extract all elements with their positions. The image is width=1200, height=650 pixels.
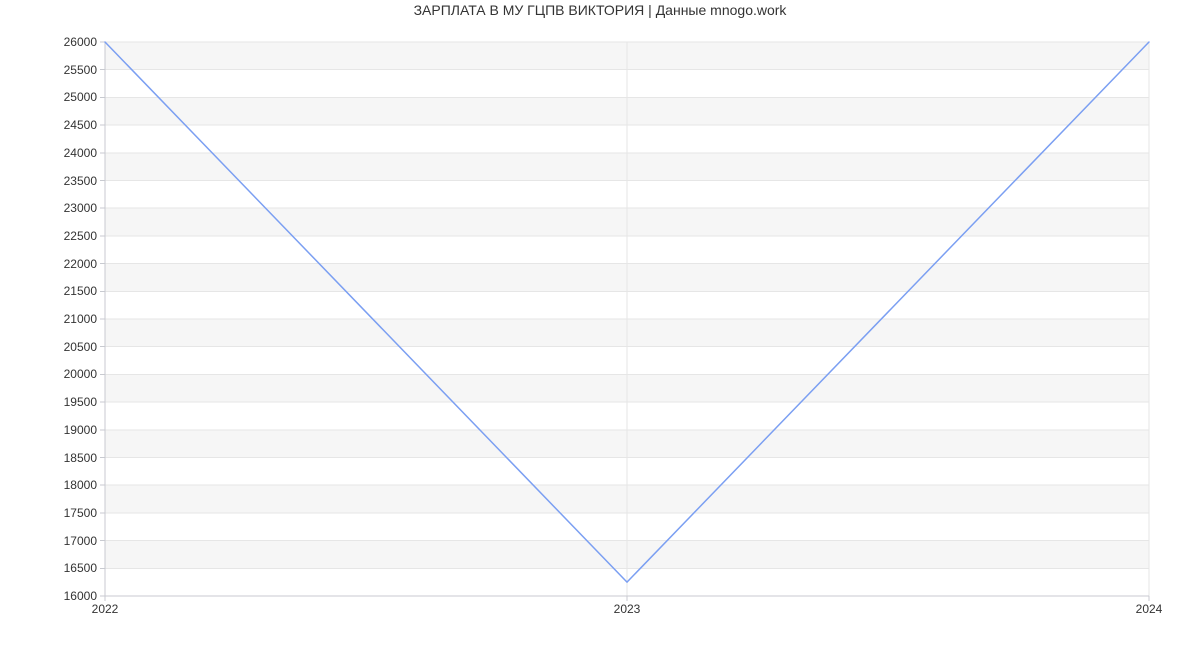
x-tick-label: 2023: [614, 596, 641, 616]
plot-area: 1600016500170001750018000185001900019500…: [105, 42, 1149, 596]
x-tick-label: 2024: [1136, 596, 1163, 616]
y-tick-label: 26000: [64, 35, 105, 49]
y-tick-label: 17500: [64, 506, 105, 520]
y-tick-label: 19000: [64, 423, 105, 437]
y-tick-label: 20500: [64, 340, 105, 354]
y-tick-label: 25000: [64, 90, 105, 104]
y-tick-label: 23500: [64, 174, 105, 188]
y-tick-label: 16500: [64, 561, 105, 575]
y-tick-label: 18000: [64, 478, 105, 492]
y-tick-label: 22000: [64, 257, 105, 271]
y-tick-label: 17000: [64, 534, 105, 548]
y-tick-label: 20000: [64, 367, 105, 381]
y-tick-label: 23000: [64, 201, 105, 215]
salary-line-chart: ЗАРПЛАТА В МУ ГЦПВ ВИКТОРИЯ | Данные mno…: [0, 0, 1200, 650]
y-tick-label: 21500: [64, 284, 105, 298]
y-tick-label: 19500: [64, 395, 105, 409]
x-tick-label: 2022: [92, 596, 119, 616]
y-tick-label: 25500: [64, 63, 105, 77]
chart-svg: [105, 42, 1149, 596]
y-tick-label: 24000: [64, 146, 105, 160]
chart-title: ЗАРПЛАТА В МУ ГЦПВ ВИКТОРИЯ | Данные mno…: [0, 2, 1200, 18]
y-tick-label: 21000: [64, 312, 105, 326]
y-tick-label: 22500: [64, 229, 105, 243]
y-tick-label: 24500: [64, 118, 105, 132]
y-tick-label: 18500: [64, 451, 105, 465]
